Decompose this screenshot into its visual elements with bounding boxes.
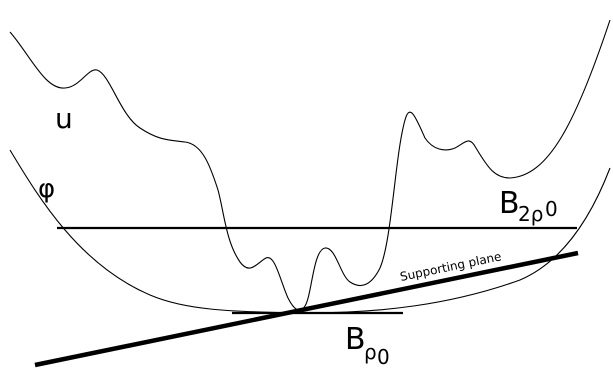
supporting-plane-line xyxy=(34,250,579,368)
b2rho0-label: B 2ρ 0 xyxy=(499,186,558,226)
b2rho0-label-base: B xyxy=(499,186,520,221)
b2rho0-label-sub: 2ρ xyxy=(518,202,543,226)
b2rho0-label-subsub: 0 xyxy=(545,197,558,221)
brho0-label-sub: ρ xyxy=(364,340,377,364)
brho0-label-subsub: 0 xyxy=(377,345,390,369)
brho0-label: B ρ 0 xyxy=(345,322,390,369)
brho0-label-base: B xyxy=(345,322,366,357)
u-label: u xyxy=(55,102,73,135)
phi-label: φ xyxy=(38,174,55,204)
u-curve xyxy=(9,19,611,311)
